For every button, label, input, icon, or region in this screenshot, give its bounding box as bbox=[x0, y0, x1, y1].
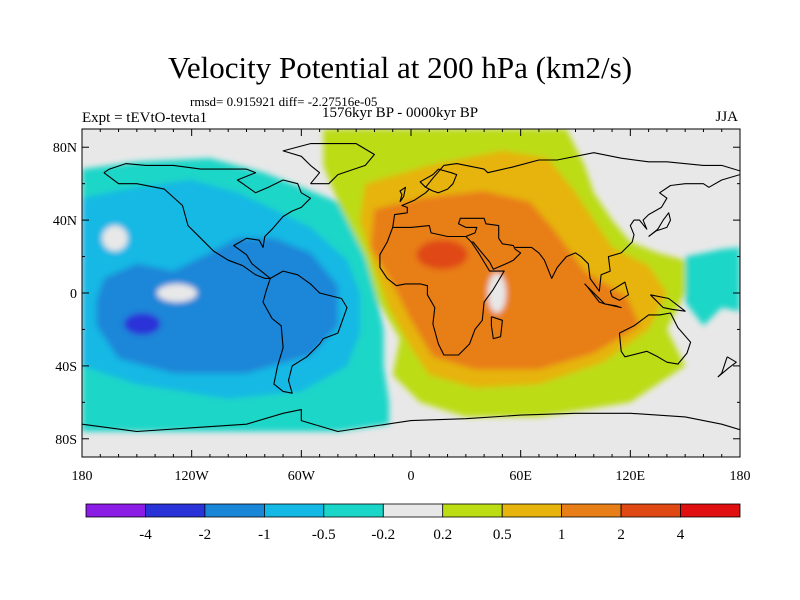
velocity-potential-field bbox=[82, 129, 740, 457]
y-tick-label: 0 bbox=[70, 287, 77, 302]
colorbar-swatch bbox=[263, 503, 325, 518]
colorbar-label: -4 bbox=[139, 527, 152, 543]
x-tick-label: 120E bbox=[616, 469, 646, 484]
coastline-segment bbox=[604, 303, 622, 309]
colorbar-swatch bbox=[442, 503, 503, 518]
y-tick-label: 40S bbox=[55, 360, 77, 375]
chart-title: Velocity Potential at 200 hPa (km2/s) bbox=[167, 50, 633, 85]
band-pos-2 bbox=[416, 240, 468, 270]
x-tick-label: 60W bbox=[288, 469, 316, 484]
coastlines bbox=[82, 143, 740, 433]
coastline-segment bbox=[399, 186, 407, 203]
coastline-segment bbox=[609, 281, 630, 301]
season-label: JJA bbox=[715, 109, 738, 125]
colorbar-swatch bbox=[85, 503, 146, 518]
coastline-segment bbox=[262, 270, 348, 394]
colorbar-swatch bbox=[620, 503, 681, 518]
coastline-segment bbox=[717, 356, 737, 378]
y-tick-label: 40N bbox=[53, 214, 77, 229]
x-tick-label: 180 bbox=[730, 469, 751, 484]
x-axis: 180 120W 60W 0 60E 120E 180 bbox=[72, 129, 751, 484]
colorbar-swatch bbox=[204, 503, 265, 518]
y-tick-label: 80N bbox=[53, 141, 77, 156]
coastline-segment bbox=[392, 152, 740, 228]
colorbar-label: 1 bbox=[558, 527, 566, 543]
pocket-weak-pacific bbox=[102, 225, 128, 252]
pocket-weak-east-pacific bbox=[156, 283, 198, 303]
coastline-segment bbox=[282, 143, 375, 185]
x-tick-label: 120W bbox=[175, 469, 210, 484]
coastline-segment bbox=[584, 283, 606, 305]
pocket-weak-east-africa bbox=[487, 273, 506, 313]
y-tick-label: 80S bbox=[55, 433, 77, 448]
colorbar-swatch bbox=[680, 503, 741, 518]
coastline-segment bbox=[650, 294, 686, 312]
colorbar: -4 -2 -1 -0.5 -0.2 0.2 0.5 1 2 4 bbox=[85, 503, 741, 543]
colorbar-label: -0.5 bbox=[312, 527, 336, 543]
band-neg-1 bbox=[96, 238, 338, 374]
colorbar-label: -1 bbox=[258, 527, 271, 543]
colorbar-swatch bbox=[501, 503, 563, 518]
band-neg-2 bbox=[124, 313, 161, 335]
colorbar-label: 2 bbox=[617, 527, 625, 543]
coastline-segment bbox=[515, 174, 740, 292]
x-tick-label: 60E bbox=[509, 469, 532, 484]
band-neg-west-pacific bbox=[685, 247, 740, 326]
colorbar-label: -0.2 bbox=[371, 527, 395, 543]
coastline-segment bbox=[82, 409, 740, 433]
colorbar-swatch bbox=[561, 503, 622, 518]
colorbar-label: 0.5 bbox=[493, 527, 512, 543]
experiment-label: Expt = tEVtO-tevta1 bbox=[82, 110, 208, 126]
coastline-segment bbox=[379, 225, 505, 356]
colorbar-label: -2 bbox=[199, 527, 212, 543]
coastline-segment bbox=[648, 212, 672, 237]
band-pos-1 bbox=[370, 191, 640, 370]
coastline-segment bbox=[103, 163, 312, 279]
x-tick-label: 0 bbox=[408, 469, 415, 484]
y-axis: 80N 40N 0 40S 80S bbox=[53, 141, 740, 448]
period-label: 1576kyr BP - 0000kyr BP bbox=[321, 105, 479, 121]
stats-line: rmsd= 0.915921 diff= -2.27516e-05 bbox=[190, 94, 378, 109]
coastline-segment bbox=[618, 312, 692, 365]
x-tick-label: 180 bbox=[72, 469, 93, 484]
coastline-segment bbox=[457, 217, 522, 270]
colorbar-label: 0.2 bbox=[433, 527, 452, 543]
colorbar-swatch bbox=[145, 503, 206, 518]
colorbar-swatch bbox=[323, 503, 384, 518]
colorbar-swatch bbox=[382, 503, 444, 518]
coastline-segment bbox=[490, 316, 503, 340]
colorbar-label: 4 bbox=[677, 527, 685, 543]
